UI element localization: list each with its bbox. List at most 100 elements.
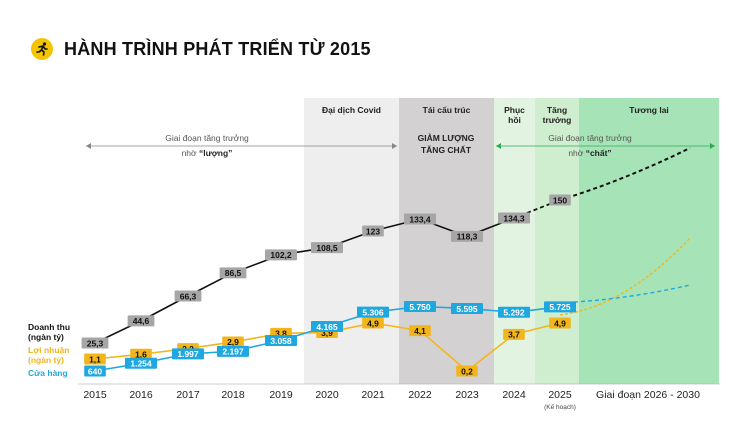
data-label: 3.058 — [270, 336, 292, 346]
legend-profit: Lợi nhuận (ngàn tỷ) — [28, 345, 70, 365]
x-tick-label: 2021 — [361, 389, 385, 401]
data-label-box — [357, 306, 389, 318]
data-label: 102,2 — [270, 250, 292, 260]
x-tick-label: 2025 — [548, 389, 572, 401]
data-label-box — [404, 213, 436, 225]
data-label: 66,3 — [180, 291, 197, 301]
phase-label: trưởng — [543, 115, 572, 125]
data-label-box — [84, 365, 106, 377]
data-label: 3,9 — [321, 328, 333, 338]
data-label: 108,5 — [316, 243, 338, 253]
x-tick-label: 2017 — [176, 389, 200, 401]
data-label-box — [549, 194, 571, 206]
data-label: 5.750 — [409, 302, 431, 312]
legend: Doanh thu (ngàn tỷ) Lợi nhuận (ngàn tỷ) … — [28, 322, 88, 381]
data-label: 4,9 — [554, 318, 566, 328]
data-label-box — [265, 249, 297, 261]
data-label-box — [311, 321, 343, 333]
data-label: 5.306 — [362, 307, 384, 317]
quantity-annotation: Giai đoạn tăng trưởng — [165, 133, 249, 143]
phase-label: Đại dịch Covid — [322, 105, 381, 115]
x-tick-label: 2019 — [269, 389, 293, 401]
arrow-head — [392, 143, 397, 149]
data-label: 4,1 — [414, 326, 426, 336]
data-label: 1,1 — [89, 354, 101, 364]
data-label-box — [362, 225, 384, 237]
x-tick-label: Giai đoạn 2026 - 2030 — [596, 389, 700, 401]
arrow-head — [496, 143, 501, 149]
data-label: 5.725 — [549, 302, 571, 312]
data-label-box — [84, 353, 106, 365]
runner-icon — [31, 38, 53, 60]
phase-label: Tái cấu trúc — [423, 105, 471, 115]
data-label: 3,7 — [508, 330, 520, 340]
data-label: 2.197 — [222, 347, 244, 357]
legend-stores: Cửa hàng — [28, 368, 68, 378]
data-label-box — [404, 301, 436, 312]
quality-annotation: Giai đoạn tăng trưởng — [548, 133, 632, 143]
data-label: 2,9 — [227, 337, 239, 347]
data-label: 1,6 — [135, 350, 147, 360]
data-label-box — [311, 242, 343, 254]
data-label: 1.997 — [177, 349, 199, 359]
data-label: 118,3 — [457, 232, 478, 242]
data-label: 150 — [553, 195, 567, 205]
phase-label: hồi — [508, 115, 521, 125]
data-label: 25,3 — [87, 338, 104, 348]
data-label-box — [498, 212, 530, 224]
x-tick-label: 2016 — [129, 389, 153, 401]
data-label: 4.165 — [316, 322, 338, 332]
data-label-box — [544, 301, 576, 313]
data-label-box — [81, 337, 109, 349]
data-label: 4,9 — [367, 318, 379, 328]
x-tick-label: 2022 — [408, 389, 432, 401]
series-line — [94, 217, 515, 344]
data-label: 134,3 — [503, 213, 525, 223]
phase-label: Tương lai — [629, 105, 669, 115]
legend-revenue: Doanh thu (ngàn tỷ) — [28, 322, 71, 342]
arrow-head — [710, 143, 715, 149]
data-label-box — [451, 302, 483, 314]
phase-band — [494, 98, 535, 384]
data-label: 3,8 — [275, 329, 287, 339]
data-label: 640 — [88, 366, 102, 376]
data-label: 44,6 — [133, 316, 150, 326]
data-label-box — [409, 325, 431, 337]
data-label-box — [498, 306, 530, 318]
data-label-box — [219, 267, 247, 279]
restructure-annotation: GIẢM LƯỢNG — [418, 132, 475, 143]
quantity-annotation-sub: nhờ “lượng” — [182, 148, 233, 158]
data-label-box — [451, 230, 483, 242]
restructure-annotation: TĂNG CHẤT — [421, 145, 472, 155]
data-label-box — [130, 348, 152, 360]
data-label: 0,2 — [461, 366, 473, 376]
phase-label: Tăng — [547, 105, 567, 115]
data-label: 1.254 — [130, 359, 152, 369]
data-label-box — [127, 315, 155, 327]
data-label: 123 — [366, 226, 380, 236]
x-tick-note: (Kế hoạch) — [544, 402, 576, 411]
x-tick-label: 2015 — [83, 389, 107, 401]
phase-band — [304, 98, 399, 384]
x-tick-label: 2024 — [502, 389, 526, 401]
data-label: 133,4 — [409, 214, 431, 224]
x-tick-label: 2020 — [315, 389, 339, 401]
data-label-box — [125, 357, 157, 369]
data-label-box — [174, 290, 202, 302]
x-tick-label: 2023 — [455, 389, 479, 401]
data-label: 5.595 — [456, 304, 478, 314]
data-label-box — [222, 336, 244, 348]
quality-annotation-sub: nhờ “chất” — [568, 148, 611, 158]
data-label-box — [172, 348, 204, 360]
page-title: HÀNH TRÌNH PHÁT TRIỂN TỪ 2015 — [64, 39, 371, 59]
data-label: 5.292 — [503, 308, 525, 318]
data-label-box — [362, 317, 384, 329]
arrow-head — [86, 143, 91, 149]
x-tick-label: 2018 — [221, 389, 245, 401]
data-label-box — [265, 334, 297, 346]
data-label-box — [503, 328, 525, 340]
data-label-box — [217, 345, 249, 357]
data-label-box — [549, 317, 571, 329]
projection-line — [559, 147, 691, 201]
